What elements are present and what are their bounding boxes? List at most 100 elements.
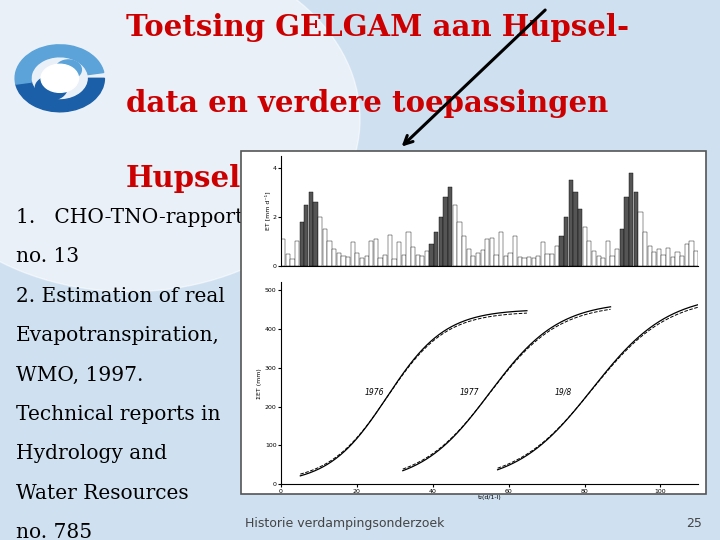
Bar <box>290 259 294 266</box>
Bar <box>611 256 615 266</box>
FancyBboxPatch shape <box>241 151 706 494</box>
Bar <box>448 187 452 266</box>
Bar <box>453 205 457 266</box>
Bar <box>554 246 559 266</box>
Text: Water Resources: Water Resources <box>16 484 189 503</box>
Text: 1.   CHO-TNO-rapport: 1. CHO-TNO-rapport <box>16 208 243 227</box>
Bar <box>550 254 554 266</box>
Bar <box>457 222 462 266</box>
Bar <box>392 259 397 266</box>
Bar <box>499 232 503 266</box>
Text: Evapotranspiration,: Evapotranspiration, <box>16 326 220 345</box>
Text: no. 785: no. 785 <box>16 523 92 540</box>
Bar <box>485 239 490 266</box>
Bar <box>467 248 471 266</box>
Bar <box>374 239 378 266</box>
Bar <box>495 255 499 266</box>
Bar <box>666 248 670 266</box>
Bar <box>420 256 425 266</box>
Bar <box>564 217 568 266</box>
Bar <box>582 227 587 266</box>
Bar <box>662 254 666 266</box>
Bar <box>546 254 550 266</box>
Bar <box>657 249 661 266</box>
Circle shape <box>41 64 78 92</box>
Bar <box>295 241 300 266</box>
Text: 1977: 1977 <box>459 388 479 397</box>
Bar <box>434 232 438 266</box>
Bar <box>569 180 573 266</box>
Bar <box>318 217 323 266</box>
Bar <box>360 258 364 266</box>
Bar <box>364 256 369 266</box>
Bar <box>578 210 582 266</box>
Text: no. 13: no. 13 <box>16 247 79 266</box>
Wedge shape <box>16 78 104 112</box>
Text: Hupsel-data: Hupsel-data <box>126 164 325 193</box>
Bar <box>480 251 485 266</box>
Bar <box>508 253 513 266</box>
Bar <box>304 205 308 266</box>
Bar <box>685 244 689 266</box>
Bar <box>471 256 475 266</box>
Bar <box>689 241 693 266</box>
Bar <box>286 254 290 266</box>
Bar <box>634 192 638 266</box>
Bar <box>346 256 350 266</box>
Bar <box>379 258 383 266</box>
Text: 2. Estimation of real: 2. Estimation of real <box>16 287 225 306</box>
Bar <box>675 252 680 266</box>
Bar <box>652 252 657 266</box>
Bar <box>620 229 624 266</box>
Bar <box>541 242 545 266</box>
Bar <box>355 253 359 266</box>
Text: WMO, 1997.: WMO, 1997. <box>16 366 143 384</box>
Bar <box>351 242 355 266</box>
Bar <box>383 255 387 266</box>
Bar <box>527 256 531 266</box>
Bar <box>504 256 508 266</box>
Bar <box>411 247 415 266</box>
Bar <box>536 256 541 266</box>
Bar <box>694 252 698 266</box>
Bar <box>402 255 406 266</box>
Bar <box>680 256 684 266</box>
Bar <box>323 229 327 266</box>
Bar <box>425 251 429 266</box>
X-axis label: t₂(d/1-l): t₂(d/1-l) <box>478 495 501 500</box>
Bar <box>559 237 564 266</box>
Bar <box>429 244 433 266</box>
Bar <box>309 192 313 266</box>
Bar <box>606 241 610 266</box>
Bar <box>588 241 592 266</box>
Bar <box>406 232 410 266</box>
Bar <box>513 237 517 266</box>
Bar <box>415 254 420 266</box>
Bar <box>629 173 634 266</box>
Text: Hydrology and: Hydrology and <box>16 444 167 463</box>
Bar <box>476 253 480 266</box>
Text: Toetsing GELGAM aan Hupsel-: Toetsing GELGAM aan Hupsel- <box>126 14 629 43</box>
Bar <box>518 257 522 266</box>
Text: Historie verdampingsonderzoek: Historie verdampingsonderzoek <box>245 517 444 530</box>
Bar <box>444 197 448 266</box>
Y-axis label: ET [mm d⁻¹]: ET [mm d⁻¹] <box>264 191 270 230</box>
Bar <box>592 251 596 266</box>
Bar <box>531 258 536 266</box>
Bar <box>615 248 619 266</box>
Bar <box>647 246 652 266</box>
Bar <box>671 257 675 266</box>
Bar <box>462 237 467 266</box>
Bar <box>341 256 346 266</box>
Bar <box>490 238 494 266</box>
Y-axis label: ΣET (mm): ΣET (mm) <box>257 368 262 399</box>
Bar <box>438 217 443 266</box>
Bar <box>624 197 629 266</box>
Bar <box>573 192 577 266</box>
Bar <box>397 242 401 266</box>
Text: 25: 25 <box>686 517 702 530</box>
Bar <box>313 202 318 266</box>
Bar <box>643 232 647 266</box>
Text: 19/8: 19/8 <box>554 388 572 397</box>
Bar <box>337 253 341 266</box>
